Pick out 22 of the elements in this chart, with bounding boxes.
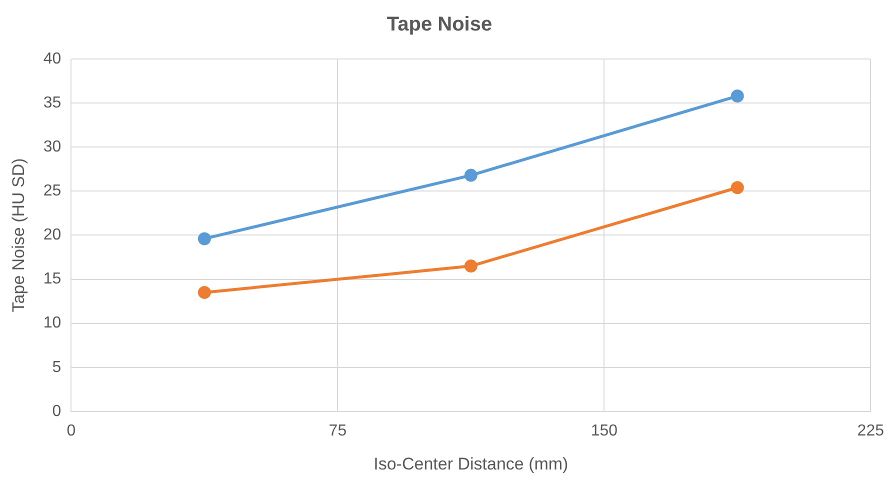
y-axis-title: Tape Noise (HU SD) (8, 158, 28, 312)
y-tick-label: 40 (43, 50, 62, 68)
point (198, 232, 211, 246)
x-tick-label: 225 (857, 422, 884, 440)
point (730, 181, 744, 194)
point (198, 286, 211, 299)
y-tick-label: 30 (43, 138, 62, 156)
x-tick-label: 150 (590, 422, 618, 440)
x-tick-label: 0 (66, 422, 76, 440)
point (730, 90, 744, 102)
y-tick-label: 10 (43, 314, 62, 332)
y-tick-label: 25 (43, 182, 62, 200)
y-tick-label: 5 (52, 358, 62, 376)
point (464, 260, 478, 273)
x-axis-title: Iso-Center Distance (mm) (374, 454, 568, 474)
x-tick-label: 75 (328, 422, 347, 440)
y-tick-label: 15 (43, 270, 62, 288)
y-tick-label: 20 (43, 226, 62, 244)
chart-title: Tape Noise (386, 14, 492, 36)
y-tick-label: 0 (52, 402, 62, 420)
point (464, 168, 478, 182)
y-tick-label: 35 (43, 94, 62, 112)
